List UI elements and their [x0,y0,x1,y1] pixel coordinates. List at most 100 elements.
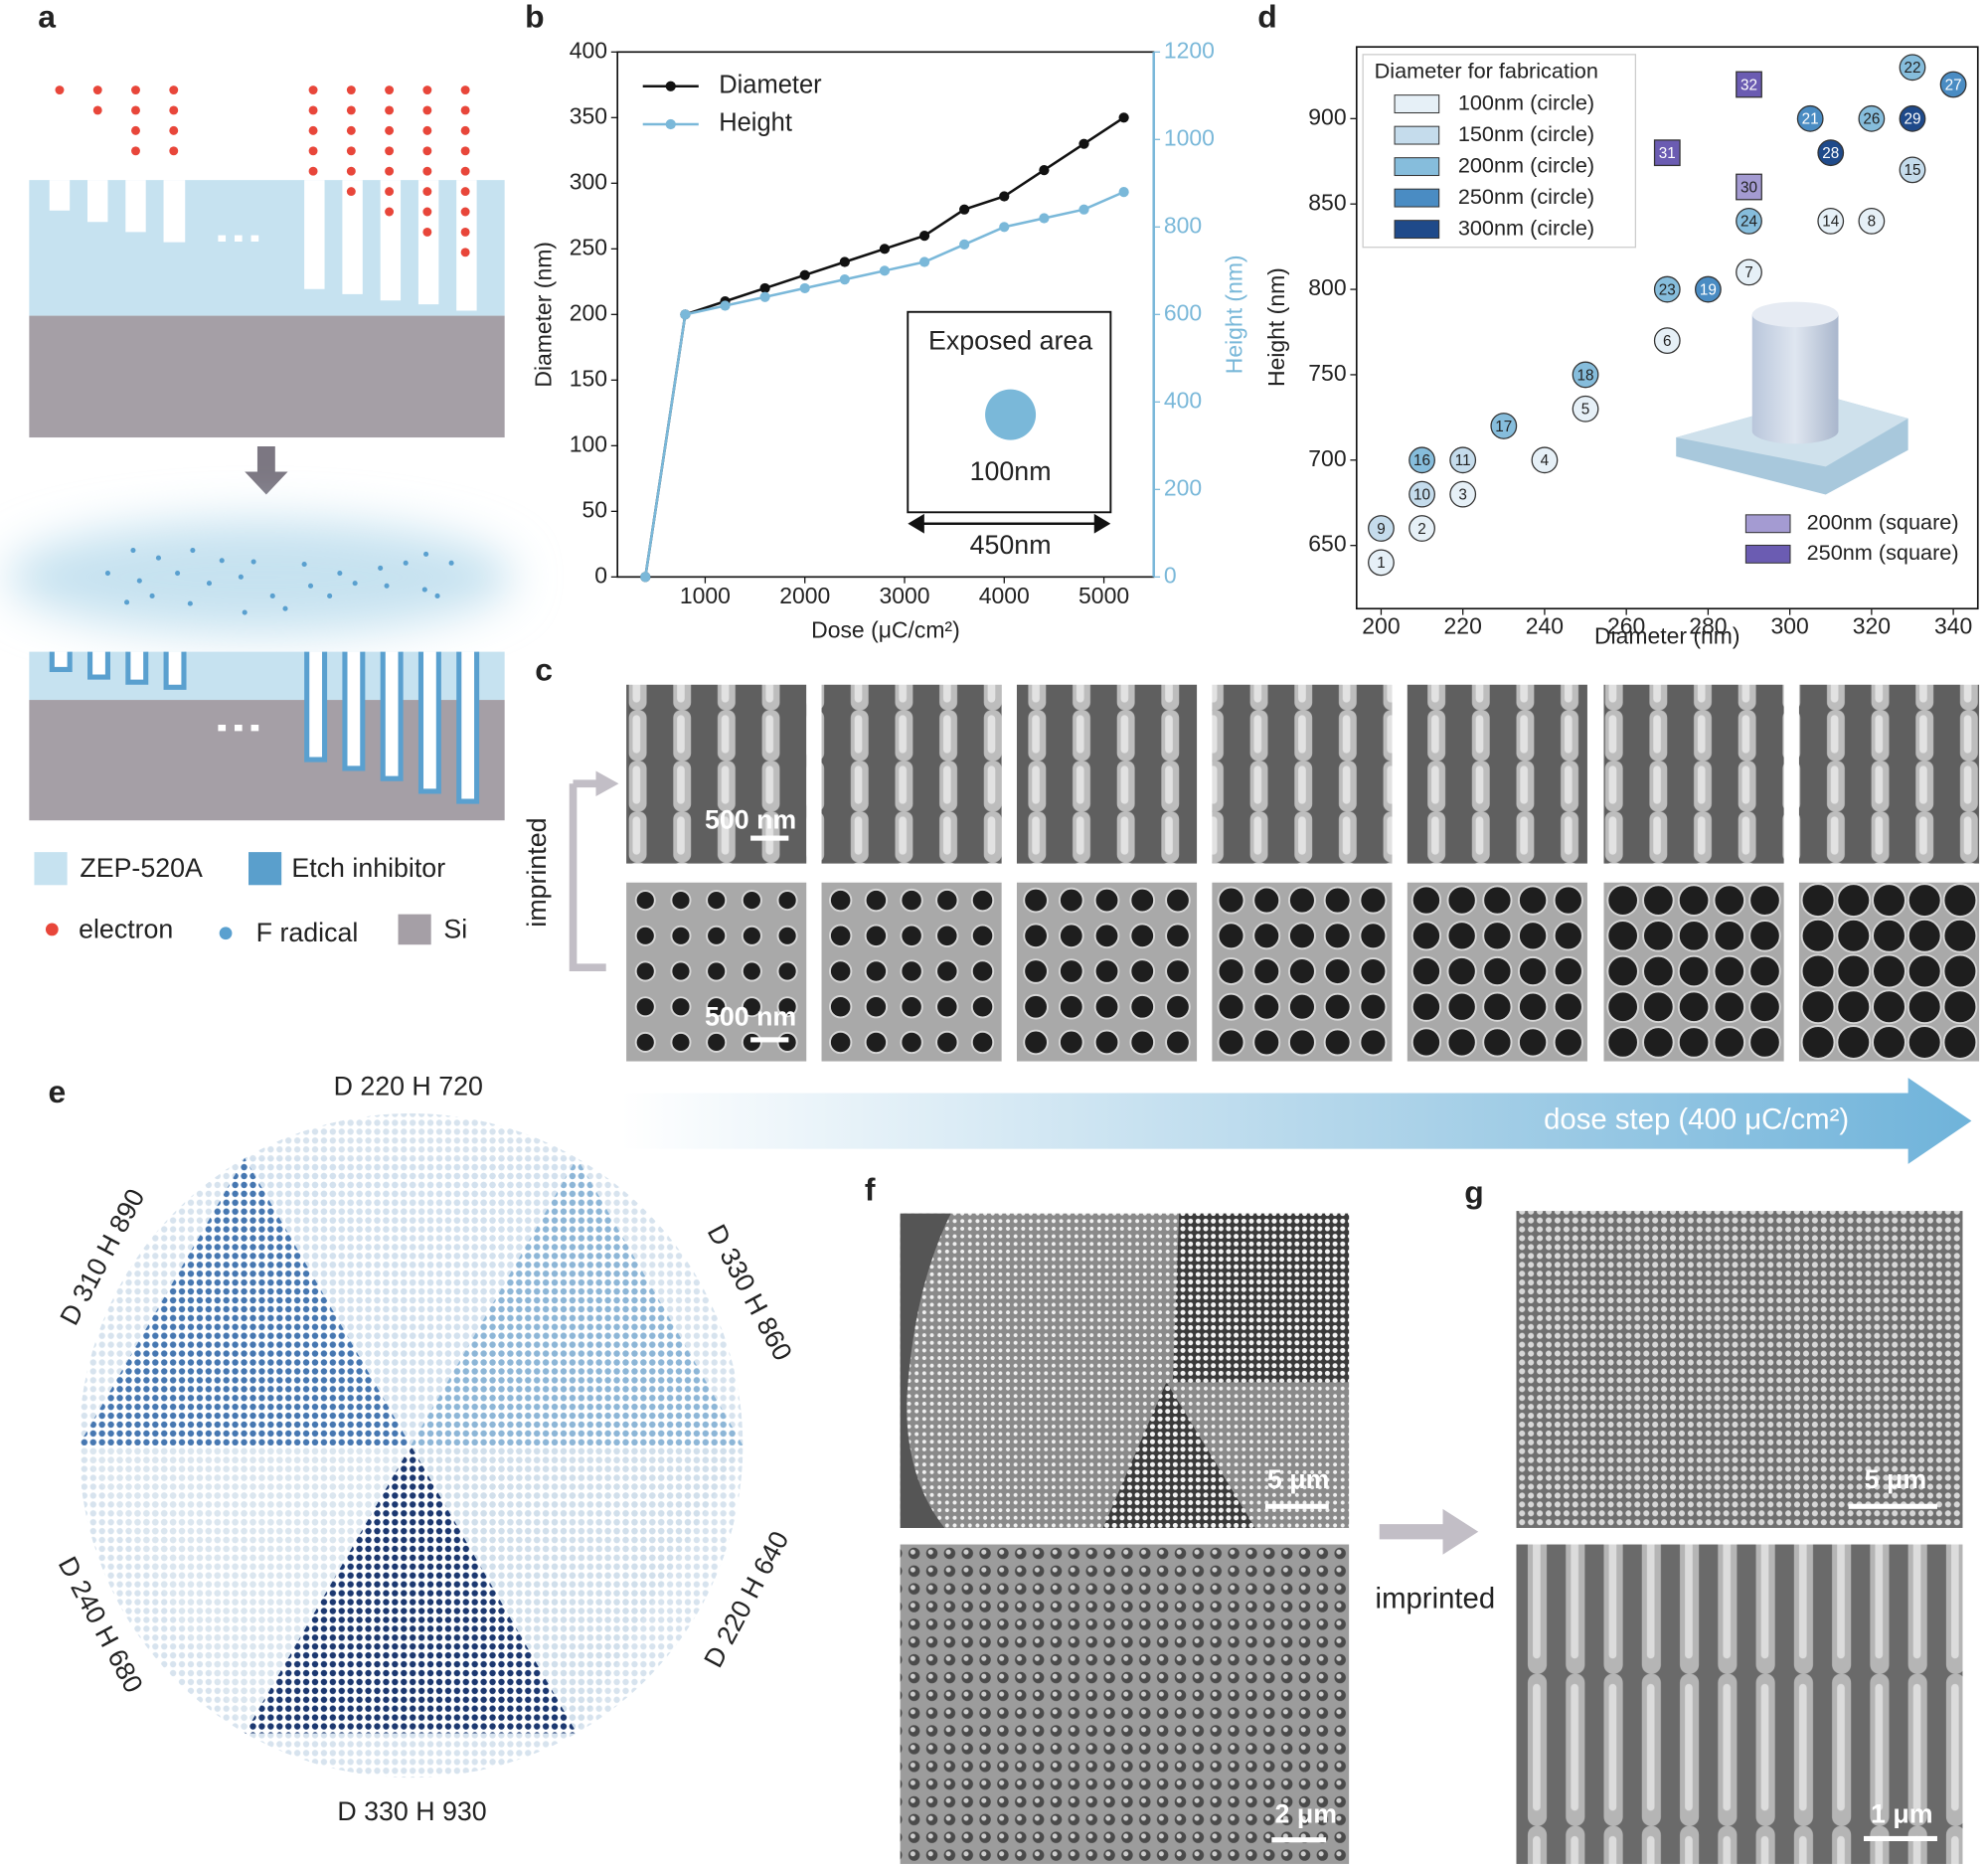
sem-hole [1359,1028,1388,1057]
electron [422,187,432,197]
sem-hole [1359,957,1388,985]
sem-hole [1942,989,1978,1025]
point-label: 11 [1455,452,1471,469]
f-radical [206,581,213,587]
sem-hole [1800,1025,1836,1060]
sem-hole [1872,1025,1906,1060]
sem-hole [1023,993,1049,1020]
data-point [1736,71,1762,98]
f-radical [190,548,196,554]
y-tick-label: 850 [1308,189,1346,215]
point-label: 15 [1904,162,1920,179]
sector [79,1157,412,1446]
electron [131,125,140,135]
sem-hole [1287,922,1316,950]
f-radical [175,570,181,577]
data-point [1490,413,1518,439]
sem-hole [1287,992,1316,1021]
y-tick-label: 800 [1308,274,1346,300]
y2-tick-label: 400 [1164,387,1202,413]
sem-hole [1093,993,1120,1020]
sem-hole [1359,992,1388,1021]
y-axis-label: Height (nm) [1263,267,1289,387]
sem-hole [1906,883,1942,919]
data-point [1572,395,1599,423]
sem-hole [1058,958,1084,984]
f-radical [327,593,333,599]
electron [92,105,102,115]
sem-hole [1713,954,1746,988]
sem-hole [1165,993,1191,1020]
sem-hole [706,996,728,1018]
x-axis-label: Dose (μC/cm²) [811,616,960,642]
y-tick-label: 400 [570,37,607,63]
point-label: 5 [1581,402,1590,419]
sem-hole [864,924,889,947]
sem-hole [1906,1025,1942,1060]
sem-hole [1553,991,1583,1022]
sem-hole [1129,1029,1156,1056]
panel-label: c [535,651,553,687]
data-point [1039,165,1050,176]
bracket [569,779,606,972]
electron [131,146,140,156]
sem-hole [634,996,656,1018]
sem-tile [1603,684,1784,864]
scale-bar [1863,1835,1937,1842]
sem-hole [1093,958,1120,984]
electron [422,166,432,176]
y2-tick-label: 600 [1164,299,1202,325]
point-label: 32 [1740,77,1757,93]
electron [460,125,470,135]
sem-hole [670,890,692,912]
data-point [1899,156,1926,184]
sem-tile [1212,684,1393,864]
data-point [1118,187,1129,198]
sem-hole [864,888,889,913]
f-radical [282,605,288,611]
legend-swatch [1744,544,1791,564]
data-point [1368,515,1395,542]
data-point [1368,549,1395,577]
sem-hole [935,959,959,983]
sem-hole [864,995,889,1019]
sem-hole [776,960,798,982]
point-label: 8 [1868,214,1877,231]
sem-hole [970,959,995,983]
data-point [839,274,850,285]
sem-hole [1058,993,1084,1020]
sem-hole [1553,955,1583,987]
sem-tile [1407,684,1587,864]
x-tick-label: 2000 [779,583,830,608]
y-tick-label: 300 [570,168,607,194]
sem-hole [1642,990,1675,1023]
x-tick-label: 220 [1444,612,1482,638]
electron [308,105,318,115]
sem-hole [1410,955,1442,987]
legend-label: 200nm (circle) [1458,152,1594,177]
point-label: 7 [1744,264,1753,281]
sem-hole [1482,1027,1513,1058]
sem-hole [1482,885,1513,916]
sem-hole [1517,1027,1549,1058]
sem-image [1516,1544,1963,1864]
sem-hole [1748,1026,1781,1059]
scale-bar [1848,1503,1937,1509]
data-point [918,231,930,242]
sem-hole [1713,990,1746,1023]
data-point [1858,207,1886,235]
sem-region [1172,1213,1350,1383]
cylinder-top [1751,301,1839,328]
sem-hole [1129,993,1156,1020]
sem-hole [1165,1029,1191,1056]
sem-hole [970,995,995,1019]
sem-hole [1553,885,1583,916]
annotation: Exposed area [928,325,1092,355]
sem-hole [706,925,728,946]
electron [346,85,356,95]
y-axis-label: Diameter (nm) [531,242,557,388]
electron [460,146,470,156]
sem-hole [1713,884,1746,917]
electron [346,166,356,176]
sem-hole [1023,923,1049,949]
